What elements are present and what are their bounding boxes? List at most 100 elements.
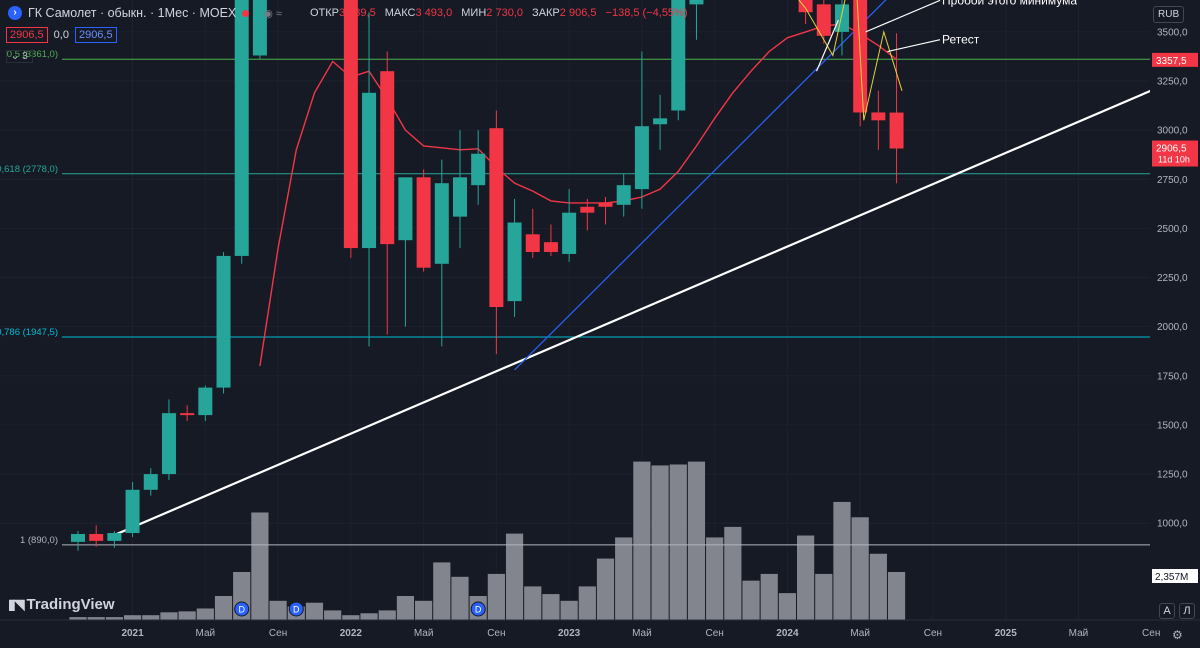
yellow-zigzag — [798, 0, 903, 121]
indicators-toggle[interactable]: ⌄ 3 — [6, 50, 33, 63]
volume-bar — [160, 612, 178, 620]
price-tick-label: 1000,0 — [1157, 519, 1188, 530]
volume-bar — [560, 600, 578, 620]
annotations: Пробой этого минимума Ретест — [815, 0, 1077, 72]
volume-bar — [342, 615, 360, 620]
volume-bar — [324, 610, 342, 620]
time-tick-label: 2023 — [558, 628, 581, 639]
time-tick-label: Сен — [924, 628, 942, 639]
time-tick-label: Сен — [487, 628, 505, 639]
last-price-tag — [1152, 140, 1198, 167]
candle-down — [580, 206, 595, 213]
candles — [71, 0, 904, 551]
visibility-icon[interactable]: ◉ ≈ — [263, 7, 282, 20]
candle-down — [543, 242, 558, 252]
candle-up — [653, 118, 668, 125]
settings-icon[interactable]: ⚙ — [1172, 628, 1183, 642]
volume-bar — [196, 608, 214, 620]
last-price-label: 2906,5 — [1156, 144, 1187, 155]
candle-up — [252, 0, 267, 56]
dividend-marker-label: D — [293, 605, 300, 615]
price-tick-label: 2750,0 — [1157, 175, 1188, 186]
candle-up — [362, 92, 377, 249]
volume-bar — [669, 464, 687, 620]
dividend-marker-label: D — [475, 605, 482, 615]
volume-bar — [851, 517, 869, 620]
volume-bar — [633, 461, 651, 620]
annotation-arrow — [815, 19, 839, 72]
candle-down — [871, 112, 886, 121]
volume-bar — [396, 596, 415, 620]
log-scale-button[interactable]: Л — [1179, 603, 1195, 619]
volume-bar — [887, 572, 906, 620]
candle-down — [889, 112, 904, 149]
open-label: ОТКР — [309, 7, 339, 19]
dividend-marker-label: D — [238, 605, 245, 615]
symbol-title[interactable]: ГК Самолет · обыкн. · 1Мес · MOEX — [28, 6, 237, 20]
volume-bar — [578, 586, 596, 620]
price-tick-label: 1500,0 — [1157, 420, 1188, 431]
volume-bar — [415, 600, 433, 620]
volume-bar — [724, 526, 742, 620]
buy-button[interactable]: 2906,5 — [74, 27, 117, 43]
volume-bar — [360, 613, 378, 620]
price-axis: 1000,0 1250,0 1500,0 1750,0 2000,0 2250,0 2500… — [1150, 0, 1200, 648]
price-axis-bg — [1150, 0, 1200, 648]
candle-up — [616, 185, 631, 205]
volume-bar — [105, 617, 123, 620]
close-label: ЗАКР — [532, 7, 560, 19]
fib-label: 0,786 (1947,5) — [0, 327, 58, 338]
candle-up — [216, 255, 231, 388]
countdown-label: 11d 10h — [1158, 155, 1190, 165]
volume-bar — [615, 537, 633, 620]
price-tick-label: 3000,0 — [1157, 126, 1188, 137]
candle-up — [671, 0, 686, 111]
candle-up — [143, 474, 158, 490]
market-status-icon — [242, 9, 250, 17]
zigzag-line — [798, 0, 903, 121]
candle-up — [562, 212, 577, 254]
auto-scale-button[interactable]: A — [1159, 603, 1175, 619]
candle-down — [525, 234, 540, 252]
time-tick-label: 2021 — [121, 628, 144, 639]
volume-label: 2,357M — [1155, 572, 1188, 583]
volume-bar — [651, 465, 669, 620]
candle-up — [471, 153, 486, 186]
ma-price-tag — [1152, 52, 1198, 67]
time-tick-label: Май — [632, 628, 652, 639]
sell-button[interactable]: 2906,5 — [6, 27, 48, 43]
price-tick-label: 1750,0 — [1157, 371, 1188, 382]
candle-up — [107, 533, 122, 541]
volume-bars — [69, 461, 906, 620]
ma-price-label: 3357,5 — [1156, 56, 1187, 67]
volume-bar — [123, 615, 142, 620]
high-label: МАКС — [384, 7, 416, 19]
volume-bar — [596, 558, 615, 620]
annotation-text: Ретест — [942, 33, 980, 47]
currency-selector[interactable]: RUB — [1153, 6, 1185, 23]
candle-down — [816, 4, 831, 36]
annotation-arrow — [887, 39, 941, 53]
dividend-marker-icon — [470, 601, 486, 617]
volume-bar — [487, 573, 505, 620]
volume-bar — [451, 576, 469, 620]
price-tick-label: 1250,0 — [1157, 470, 1188, 481]
candle-up — [834, 4, 849, 32]
trade-row: 2906,5 0,0 2906,5 — [6, 27, 117, 43]
watermark-text: TradingView — [26, 596, 115, 613]
candle-down — [180, 413, 195, 416]
open-value: 3 089,5 — [339, 7, 376, 19]
time-tick-label: Сен — [269, 628, 287, 639]
low-value: 2 730,0 — [486, 7, 523, 19]
trendline-blue-trend — [514, 0, 887, 371]
time-tick-label: Май — [850, 628, 870, 639]
tradingview-logo: ▮◥ TradingView — [8, 596, 115, 613]
candle-down — [89, 534, 104, 541]
volume-bar — [760, 573, 778, 620]
candle-up — [398, 177, 413, 241]
volume-bar — [833, 501, 851, 620]
volume-bar — [524, 586, 542, 620]
annotation-arrow — [865, 0, 941, 33]
